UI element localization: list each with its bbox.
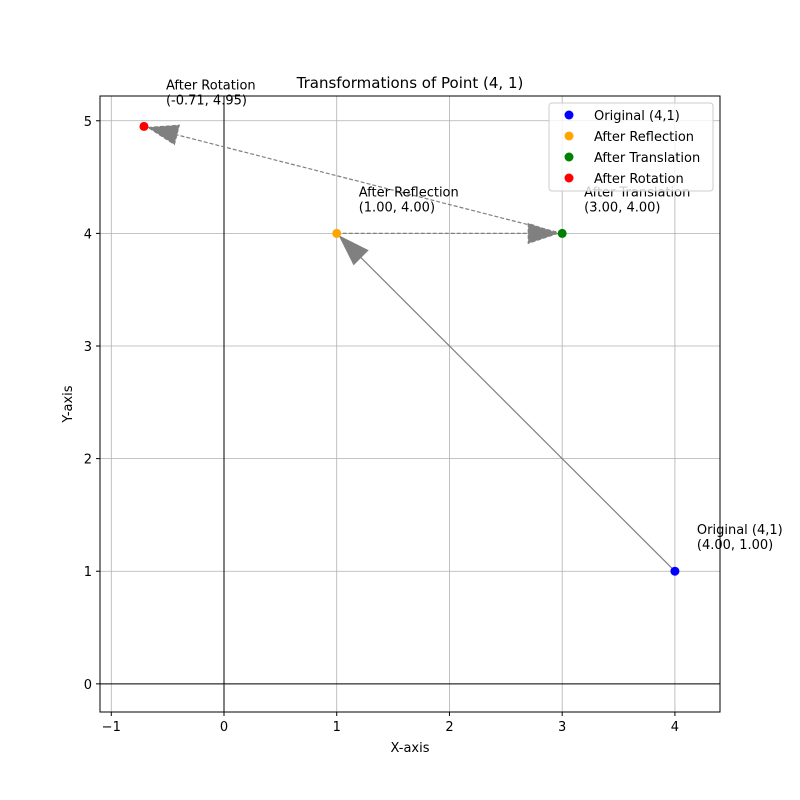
point-label-name: Original (4,1) bbox=[697, 523, 783, 538]
arrow-shaft bbox=[176, 134, 563, 234]
legend-marker bbox=[564, 131, 574, 141]
y-tick-label: 5 bbox=[84, 115, 92, 130]
legend-marker bbox=[564, 152, 574, 162]
point-label-coords: (3.00, 4.00) bbox=[584, 200, 660, 215]
y-tick-label: 2 bbox=[84, 453, 92, 468]
points bbox=[139, 121, 680, 576]
point-label-coords: (4.00, 1.00) bbox=[697, 538, 773, 553]
x-tick-label: 2 bbox=[445, 720, 453, 735]
legend-box bbox=[548, 102, 714, 192]
x-tick-label: 1 bbox=[333, 720, 341, 735]
transformation-arrows bbox=[146, 124, 676, 572]
y-tick-label: 0 bbox=[84, 678, 92, 693]
plot-frame bbox=[99, 95, 721, 713]
legend-marker bbox=[564, 173, 574, 183]
ticks: −1 0 1 2 3 4 0 1 2 3 4 5 bbox=[84, 115, 679, 735]
legend: Original (4,1) After Reflection After Tran… bbox=[548, 102, 714, 192]
chart-title: Transformations of Point (4, 1) bbox=[296, 74, 524, 92]
arrow-shaft bbox=[360, 256, 676, 572]
arrow-head bbox=[146, 124, 181, 146]
legend-marker bbox=[564, 110, 574, 120]
point-label-coords: (1.00, 4.00) bbox=[359, 200, 435, 215]
legend-entry: Original (4,1) bbox=[594, 109, 680, 124]
point-label-name: After Reflection bbox=[359, 185, 459, 200]
y-tick-label: 3 bbox=[84, 340, 92, 355]
point-label-name: After Rotation bbox=[166, 78, 256, 93]
x-tick-label: −1 bbox=[102, 720, 121, 735]
y-axis-title: Y-axis bbox=[61, 385, 76, 423]
plot-area bbox=[100, 96, 720, 712]
x-tick-label: 3 bbox=[558, 720, 566, 735]
x-axis-title: X-axis bbox=[391, 741, 430, 756]
y-tick-label: 1 bbox=[84, 565, 92, 580]
x-tick-label: 0 bbox=[220, 720, 228, 735]
point-label-coords: (-0.71, 4.95) bbox=[166, 93, 247, 108]
point-2 bbox=[332, 228, 342, 238]
point-3 bbox=[557, 228, 567, 238]
point-4 bbox=[139, 121, 149, 131]
arrow-head bbox=[338, 235, 369, 266]
legend-entry: After Reflection bbox=[594, 130, 694, 145]
legend-entry: After Rotation bbox=[594, 172, 684, 187]
y-tick-label: 4 bbox=[84, 227, 92, 242]
x-tick-label: 4 bbox=[671, 720, 679, 735]
legend-entry: After Translation bbox=[594, 151, 700, 166]
point-1 bbox=[670, 566, 680, 576]
zero-lines bbox=[100, 96, 720, 712]
